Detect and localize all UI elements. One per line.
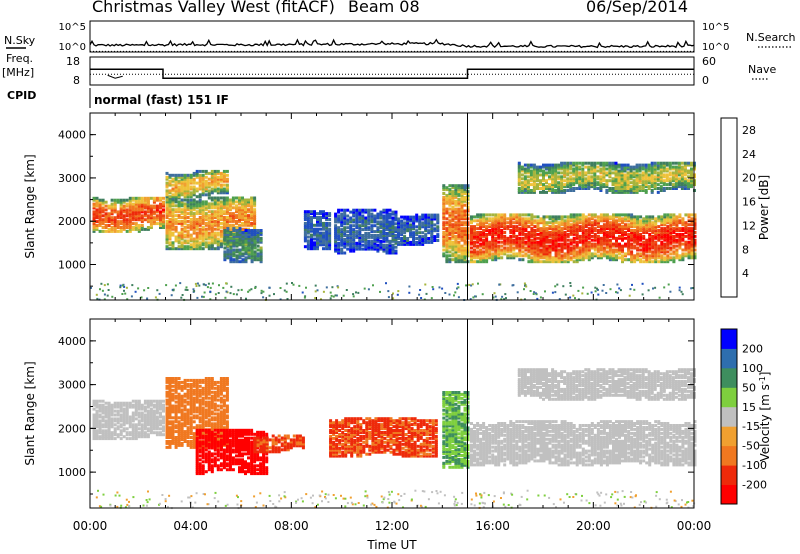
velocity-echo-region xyxy=(442,391,470,469)
velocity-echo-region xyxy=(329,417,438,458)
velocity-ground-scatter xyxy=(95,489,696,510)
nsky-label: N.Sky xyxy=(4,34,36,47)
power-colorbar-label: Power [dB] xyxy=(757,175,771,240)
noise-ytick-right-bottom: 10^0 xyxy=(702,42,729,53)
power-echo-region xyxy=(517,161,696,194)
power-echo-region xyxy=(470,213,697,264)
velocity-colorbar-tick: -100 xyxy=(742,459,767,472)
power-ground-scatter xyxy=(90,282,694,301)
velocity-colorbar-segment xyxy=(721,445,737,466)
xtick-label: 00:00 xyxy=(677,519,712,533)
power-echo-region xyxy=(442,184,470,264)
date-label: 06/Sep/2014 xyxy=(586,0,689,16)
velocity-colorbar-tick: -15 xyxy=(742,420,760,433)
velocity-ytick-label: 3000 xyxy=(58,379,86,392)
freq-series-line xyxy=(90,68,694,80)
nave-label: Nave xyxy=(748,63,776,76)
noise-panel-frame xyxy=(89,20,695,53)
power-echo-region xyxy=(303,210,332,251)
freq-panel-frame xyxy=(89,56,695,86)
station-title: Christmas Valley West (fitACF) xyxy=(92,0,335,16)
xaxis-label: Time UT xyxy=(366,538,417,552)
velocity-colorbar-frame xyxy=(720,328,738,505)
velocity-colorbar-segment xyxy=(721,367,737,388)
velocity-ytick-label: 2000 xyxy=(58,422,86,435)
power-echo-region xyxy=(165,169,229,199)
power-colorbar-tick: 24 xyxy=(742,148,756,161)
power-colorbar-tick: 20 xyxy=(742,172,756,185)
power-ytick-label: 1000 xyxy=(58,259,86,272)
velocity-colorbar-tick: 15 xyxy=(742,401,756,414)
velocity-ylabel: Slant Range [km] xyxy=(23,361,37,465)
xtick-label: 08:00 xyxy=(274,519,309,533)
xtick-label: 04:00 xyxy=(173,519,208,533)
noise-ytick-left-bottom: 10^0 xyxy=(59,42,86,53)
nave-ytick-bottom: 0 xyxy=(702,74,709,87)
power-ytick-label: 4000 xyxy=(58,129,86,142)
power-colorbar-frame xyxy=(720,117,738,298)
velocity-colorbar-segment xyxy=(721,387,737,408)
freq-label: Freq. xyxy=(6,52,33,65)
noise-ytick-left-top: 10^5 xyxy=(59,22,86,33)
freq-unit-label: [MHz] xyxy=(2,66,34,79)
freq-ytick-top: 18 xyxy=(66,55,80,68)
velocity-echo-region xyxy=(517,368,696,401)
cpid-text: normal (fast) 151 IF xyxy=(94,93,229,107)
beam-label: Beam 08 xyxy=(348,0,420,16)
power-ytick-label: 2000 xyxy=(58,215,86,228)
power-colorbar-tick: 12 xyxy=(742,219,756,232)
power-ytick-label: 3000 xyxy=(58,172,86,185)
nsky-series-line xyxy=(89,38,695,49)
power-colorbar-tick: 4 xyxy=(742,267,749,280)
velocity-colorbar-segment xyxy=(721,465,737,485)
velocity-echo-region xyxy=(470,420,697,467)
power-echo-region xyxy=(92,196,165,233)
noise-ytick-right-top: 10^5 xyxy=(702,22,729,33)
power-echo-region xyxy=(334,208,398,255)
power-colorbar-tick: 28 xyxy=(742,124,756,137)
nsearch-label: N.Search xyxy=(746,31,796,44)
xtick-label: 12:00 xyxy=(375,519,410,533)
velocity-colorbar-segment xyxy=(721,406,737,427)
xtick-label: 00:00 xyxy=(73,519,108,533)
power-colorbar-tick: 16 xyxy=(742,196,756,209)
velocity-echoes xyxy=(92,368,697,510)
velocity-colorbar-label: Velocity [m s-1] xyxy=(758,372,773,462)
xtick-label: 20:00 xyxy=(576,519,611,533)
velocity-echo-region xyxy=(92,399,165,441)
velocity-ytick-label: 4000 xyxy=(58,335,86,348)
velocity-ytick-label: 1000 xyxy=(58,466,86,479)
nave-dip-line xyxy=(107,74,123,79)
velocity-colorbar-tick: -200 xyxy=(742,479,767,492)
power-echo-region xyxy=(397,213,440,246)
freq-ytick-bottom: 8 xyxy=(73,74,80,87)
velocity-colorbar-tick: -50 xyxy=(742,440,760,453)
velocity-colorbar-segment xyxy=(721,426,737,447)
cpid-label: CPID xyxy=(7,89,36,102)
power-colorbar-tick: 8 xyxy=(742,243,749,256)
power-echo-region xyxy=(223,227,263,264)
velocity-colorbar-tick: 50 xyxy=(742,381,756,394)
velocity-colorbar-segment xyxy=(721,348,737,369)
velocity-echo-region xyxy=(253,434,305,454)
power-echoes xyxy=(90,161,697,301)
velocity-colorbar-segment xyxy=(721,484,737,505)
nave-ytick-top: 60 xyxy=(702,55,716,68)
velocity-colorbar-segment xyxy=(721,329,737,349)
velocity-colorbar-tick: 100 xyxy=(742,362,763,375)
xtick-label: 16:00 xyxy=(475,519,510,533)
velocity-colorbar-tick: 200 xyxy=(742,342,763,355)
power-ylabel: Slant Range [km] xyxy=(23,154,37,258)
